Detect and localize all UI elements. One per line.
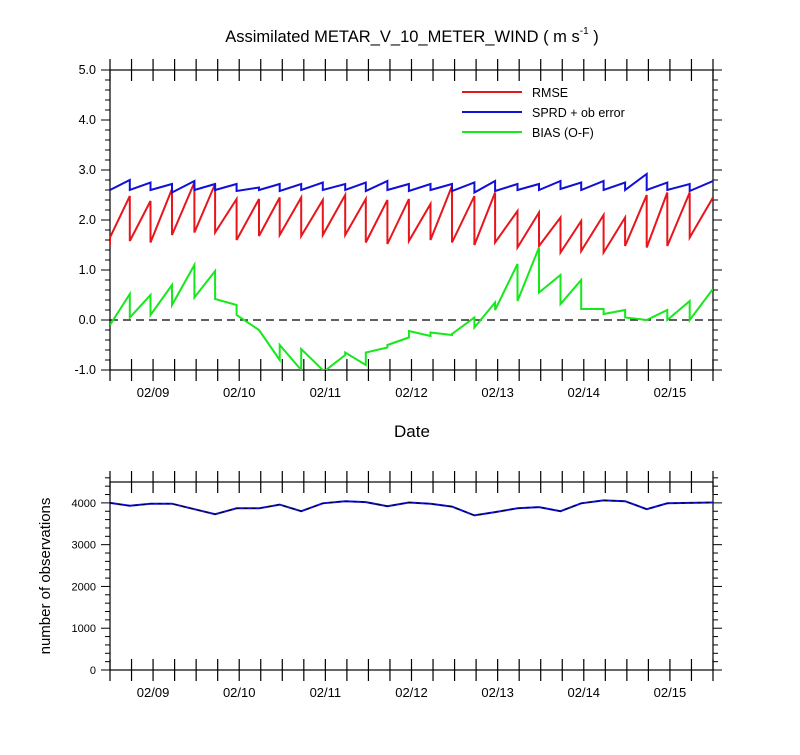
y-tick-label: 3.0 [79, 163, 96, 177]
x-axis-label: Date [394, 422, 430, 441]
x-tick-label: 02/13 [481, 685, 514, 700]
top-x-tick-labels: 02/09 02/10 02/11 02/12 02/13 02/14 02/15 [137, 385, 686, 400]
series-line-2 [110, 172, 713, 195]
x-tick-label: 02/15 [654, 385, 687, 400]
x-tick-label: 02/14 [568, 685, 601, 700]
bottom-x-tick-labels: 02/09 02/10 02/11 02/12 02/13 02/14 02/15 [137, 685, 686, 700]
y-axis-label: number of observations [37, 498, 54, 655]
legend: RMSE SPRD + ob error BIAS (O-F) [462, 86, 625, 140]
y-tick-label: 5.0 [79, 63, 96, 77]
y-tick-label: 2.0 [79, 213, 96, 227]
x-tick-label: 02/12 [395, 685, 428, 700]
bottom-y-tick-labels: 0 1000 2000 3000 4000 [72, 498, 96, 677]
top-tick-marks [101, 59, 722, 381]
y-tick-label: 0 [90, 665, 96, 677]
legend-label: SPRD + ob error [532, 106, 625, 120]
x-tick-label: 02/12 [395, 385, 428, 400]
top-y-tick-labels: -1.0 0.0 1.0 2.0 3.0 4.0 5.0 [74, 63, 96, 377]
y-tick-label: 4000 [72, 498, 96, 510]
y-tick-label: 1000 [72, 623, 96, 635]
x-tick-label: 02/11 [310, 685, 342, 700]
y-tick-label: -1.0 [74, 363, 96, 377]
series-line-3 [110, 247, 713, 370]
bottom-series [110, 499, 713, 517]
bottom-tick-marks [101, 471, 722, 681]
y-tick-label: 0.0 [79, 313, 96, 327]
x-tick-label: 02/09 [137, 385, 170, 400]
y-tick-label: 3000 [72, 540, 96, 552]
chart-title: Assimilated METAR_V_10_METER_WIND ( m s-… [225, 26, 599, 46]
x-tick-label: 02/13 [481, 385, 514, 400]
legend-label: RMSE [532, 86, 568, 100]
x-tick-label: 02/09 [137, 685, 170, 700]
y-tick-label: 2000 [72, 581, 96, 593]
top-plot: -1.00.01.02.03.04.05.0 02/09 02/10 02/11 02… [74, 59, 722, 400]
x-tick-label: 02/10 [223, 685, 256, 700]
y-tick-label: 1.0 [79, 263, 96, 277]
series-line-1 [110, 182, 713, 257]
x-tick-label: 02/14 [568, 385, 601, 400]
series-line-1-dash [110, 499, 713, 516]
x-tick-label: 02/15 [654, 685, 687, 700]
legend-label: BIAS (O-F) [532, 126, 594, 140]
top-series [110, 172, 713, 370]
x-tick-label: 02/11 [310, 385, 342, 400]
y-tick-label: 4.0 [79, 113, 96, 127]
x-tick-label: 02/10 [223, 385, 256, 400]
